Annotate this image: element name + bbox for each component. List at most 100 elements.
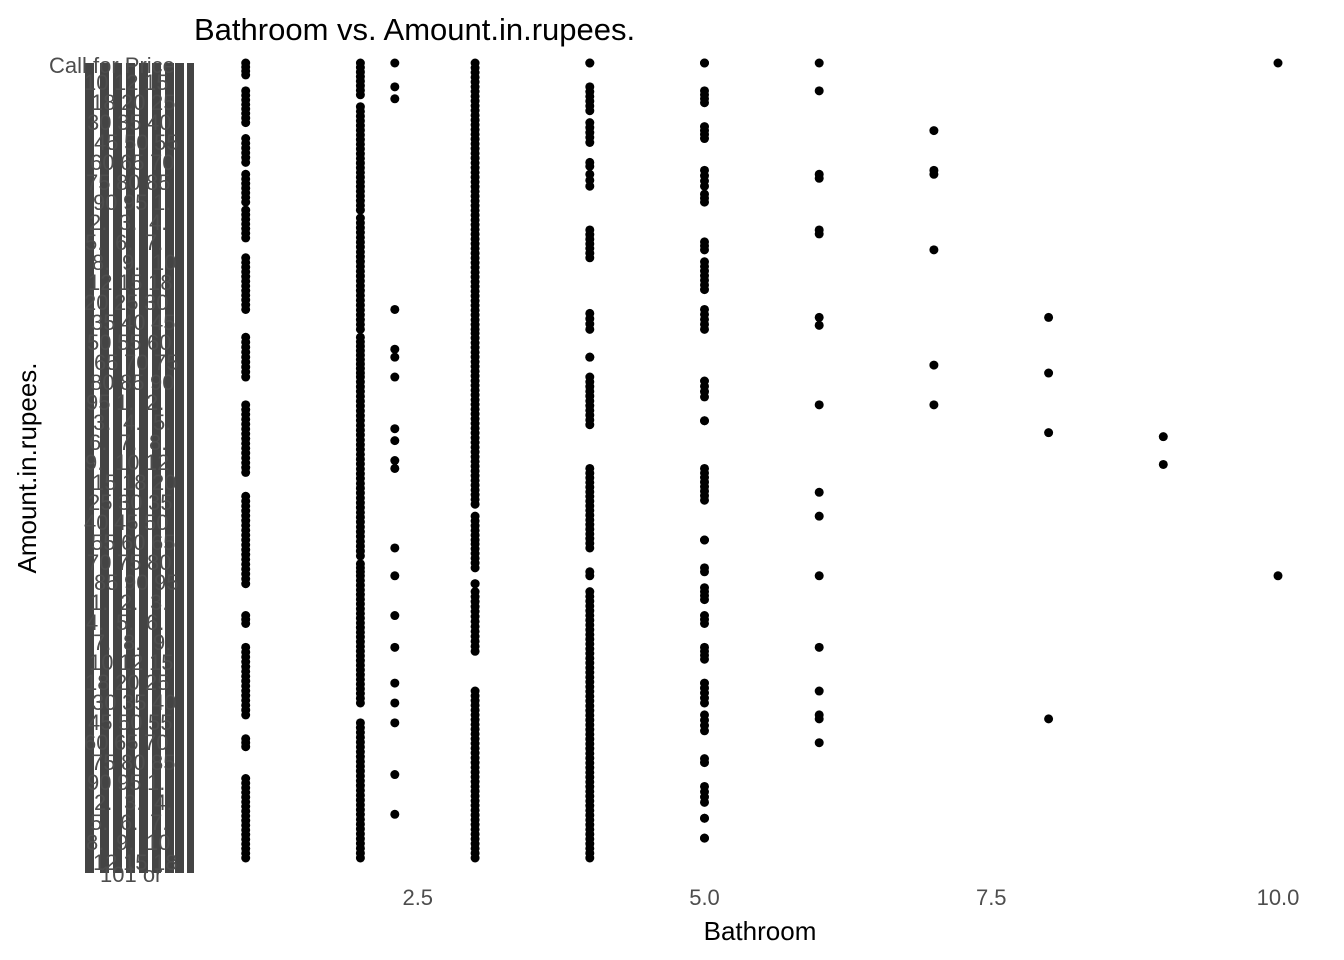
data-point xyxy=(355,551,365,561)
y-tick-label: 35 xyxy=(148,490,172,515)
y-tick-label: 4. xyxy=(86,610,104,635)
y-tick-label: 5. xyxy=(90,810,108,835)
y-tick-label: 4. xyxy=(149,210,167,235)
y-tick-label: 10 xyxy=(146,830,170,855)
y-tick-label: 8. xyxy=(123,630,141,655)
data-point xyxy=(700,654,709,664)
y-tick-label: 80 xyxy=(121,750,145,775)
data-point xyxy=(585,543,595,553)
y-tick-label: 60 xyxy=(90,150,114,175)
data-point xyxy=(700,416,709,426)
y-tick-label: 5. xyxy=(153,410,171,435)
y-tick-label: 7. xyxy=(150,810,168,835)
data-point xyxy=(700,618,709,628)
y-tick-label: 6. xyxy=(89,430,107,455)
data-point xyxy=(700,245,709,255)
y-tick-label-bottom: 101 or xyxy=(100,862,162,887)
y-tick-label: 40 xyxy=(152,690,176,715)
y-tick-label: 1. xyxy=(116,390,134,415)
data-points xyxy=(241,58,1283,863)
y-tick-label: 10 xyxy=(115,450,139,475)
y-axis-label: Amount.in.rupees. xyxy=(12,362,42,573)
y-tick-label: 70 xyxy=(144,730,168,755)
y-tick-label: 15 xyxy=(92,470,116,495)
data-point xyxy=(585,853,595,863)
y-tick-label: 1. xyxy=(147,770,165,795)
y-tick-label: 4. xyxy=(123,410,141,435)
x-axis-ticks: 2.5 5.0 7.5 10.0 xyxy=(402,885,1299,910)
data-point xyxy=(814,58,824,68)
data-point xyxy=(929,169,939,179)
y-tick-label: 90 xyxy=(150,370,174,395)
data-point xyxy=(585,181,595,191)
y-label-stack xyxy=(165,63,174,873)
data-point xyxy=(700,698,709,708)
y-tick-label: 70 xyxy=(87,550,111,575)
data-point xyxy=(241,853,251,863)
y-tick-label: 55 xyxy=(154,130,178,155)
data-point xyxy=(241,710,251,720)
y-tick-label: 60 xyxy=(147,330,171,355)
y-tick-label: 18 xyxy=(85,670,109,695)
data-point xyxy=(241,467,251,477)
data-point xyxy=(700,813,709,823)
y-tick-label: 65 xyxy=(94,350,118,375)
y-tick-label: 95 xyxy=(86,390,110,415)
y-tick-label-top: Call for Price xyxy=(49,53,175,78)
data-point xyxy=(390,82,400,92)
data-point xyxy=(929,126,939,136)
y-tick-label: 12 xyxy=(145,450,169,475)
y-tick-label: 30 xyxy=(87,110,111,135)
data-point xyxy=(814,487,824,497)
data-point xyxy=(241,197,251,207)
data-point xyxy=(390,456,400,465)
y-tick-label: 9. xyxy=(122,250,140,275)
y-tick-label: 30 xyxy=(144,290,168,315)
data-point xyxy=(814,86,824,96)
data-point xyxy=(470,853,480,863)
data-point xyxy=(814,642,824,652)
y-tick-label: 50 xyxy=(124,130,148,155)
y-tick-label: 70 xyxy=(124,350,148,375)
y-tick-label: 9. xyxy=(85,450,103,475)
x-tick-label: 2.5 xyxy=(402,885,433,910)
data-point xyxy=(390,770,400,780)
data-point xyxy=(700,726,709,736)
data-point xyxy=(814,229,824,239)
data-point xyxy=(1158,459,1168,469)
data-point xyxy=(390,424,400,434)
y-tick-label: 50 xyxy=(118,710,142,735)
data-point xyxy=(355,698,365,708)
y-tick-label: 50 xyxy=(144,510,168,535)
data-point xyxy=(1158,432,1168,442)
data-point xyxy=(390,436,400,446)
data-point xyxy=(585,161,595,171)
y-tick-label: 2. xyxy=(120,590,138,615)
data-point xyxy=(814,571,824,581)
y-tick-label: 25 xyxy=(145,670,169,695)
data-point xyxy=(700,567,709,577)
x-tick-label: 10.0 xyxy=(1257,885,1300,910)
data-point xyxy=(700,98,709,108)
data-point xyxy=(585,253,595,263)
data-point xyxy=(700,595,709,605)
data-point xyxy=(700,58,709,68)
y-label-stack xyxy=(126,63,135,873)
data-point xyxy=(390,571,400,581)
y-tick-label: 3. xyxy=(119,210,137,235)
data-point xyxy=(355,90,365,100)
y-tick-label: 15 xyxy=(144,70,168,95)
data-point xyxy=(585,106,595,116)
y-tick-label: 6. xyxy=(115,230,133,255)
y-tick-label: 10 xyxy=(84,70,108,95)
data-point xyxy=(585,420,595,430)
data-point xyxy=(585,571,595,581)
y-tick-label: 85 xyxy=(120,370,144,395)
y-tick-label: 3. xyxy=(150,590,168,615)
y-tick-label: 45 xyxy=(94,130,118,155)
y-tick-label: 35 xyxy=(117,110,141,135)
y-tick-label: 40 xyxy=(121,310,145,335)
y-tick-label: 20 xyxy=(115,670,139,695)
